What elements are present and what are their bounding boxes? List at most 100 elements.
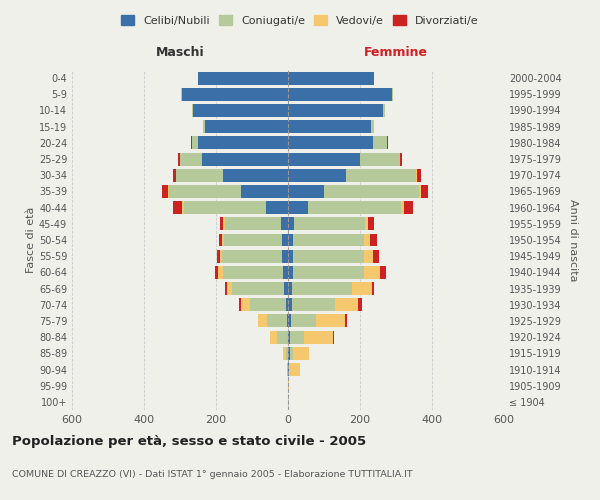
Bar: [191, 136, 198, 149]
Bar: [288, 169, 346, 181]
Bar: [288, 104, 383, 117]
Text: Popolazione per età, sesso e stato civile - 2005: Popolazione per età, sesso e stato civil…: [12, 435, 366, 448]
Text: Femmine: Femmine: [364, 46, 428, 59]
Bar: [259, 314, 268, 328]
Text: Maschi: Maschi: [155, 46, 205, 59]
Bar: [288, 234, 293, 246]
Bar: [173, 169, 176, 181]
Bar: [219, 234, 222, 246]
Bar: [352, 282, 371, 295]
Bar: [277, 330, 288, 344]
Bar: [225, 282, 227, 295]
Bar: [173, 201, 182, 214]
Bar: [192, 104, 193, 117]
Bar: [288, 298, 292, 311]
Bar: [222, 234, 224, 246]
Bar: [288, 185, 324, 198]
Bar: [400, 152, 402, 166]
Bar: [239, 298, 241, 311]
Bar: [373, 136, 387, 149]
Bar: [220, 218, 223, 230]
Bar: [293, 347, 309, 360]
Y-axis label: Anni di nascita: Anni di nascita: [568, 198, 578, 281]
Bar: [401, 201, 404, 214]
Bar: [193, 104, 288, 117]
Bar: [416, 169, 421, 181]
Bar: [215, 266, 218, 279]
Bar: [293, 266, 364, 279]
Bar: [224, 234, 281, 246]
Bar: [203, 120, 205, 133]
Bar: [288, 218, 295, 230]
Bar: [162, 185, 169, 198]
Bar: [220, 250, 222, 262]
Bar: [419, 185, 421, 198]
Bar: [293, 250, 364, 262]
Bar: [380, 266, 386, 279]
Bar: [287, 314, 288, 328]
Bar: [288, 136, 373, 149]
Bar: [371, 282, 374, 295]
Bar: [370, 234, 377, 246]
Bar: [333, 330, 334, 344]
Bar: [198, 136, 288, 149]
Bar: [292, 282, 352, 295]
Bar: [360, 152, 400, 166]
Bar: [404, 201, 413, 214]
Bar: [182, 201, 184, 214]
Bar: [387, 136, 388, 149]
Bar: [241, 298, 250, 311]
Bar: [345, 314, 347, 328]
Bar: [266, 201, 288, 214]
Bar: [288, 314, 291, 328]
Bar: [364, 234, 370, 246]
Bar: [182, 88, 288, 101]
Bar: [290, 347, 293, 360]
Bar: [368, 218, 374, 230]
Bar: [289, 363, 300, 376]
Bar: [365, 218, 368, 230]
Bar: [295, 218, 365, 230]
Bar: [218, 266, 223, 279]
Bar: [268, 314, 287, 328]
Bar: [169, 185, 241, 198]
Bar: [324, 185, 419, 198]
Bar: [293, 234, 364, 246]
Bar: [223, 169, 288, 181]
Bar: [270, 330, 277, 344]
Bar: [288, 266, 293, 279]
Bar: [383, 104, 385, 117]
Bar: [281, 234, 288, 246]
Bar: [202, 152, 288, 166]
Bar: [225, 218, 281, 230]
Bar: [180, 152, 202, 166]
Bar: [217, 250, 220, 262]
Bar: [223, 266, 283, 279]
Bar: [241, 185, 288, 198]
Bar: [288, 152, 360, 166]
Bar: [291, 314, 316, 328]
Bar: [290, 330, 304, 344]
Bar: [286, 298, 288, 311]
Bar: [227, 282, 232, 295]
Bar: [371, 120, 374, 133]
Legend: Celibi/Nubili, Coniugati/e, Vedovi/e, Divorziati/e: Celibi/Nubili, Coniugati/e, Vedovi/e, Di…: [117, 10, 483, 30]
Text: COMUNE DI CREAZZO (VI) - Dati ISTAT 1° gennaio 2005 - Elaborazione TUTTITALIA.IT: COMUNE DI CREAZZO (VI) - Dati ISTAT 1° g…: [12, 470, 413, 479]
Bar: [304, 330, 333, 344]
Bar: [184, 201, 266, 214]
Bar: [288, 347, 290, 360]
Bar: [288, 363, 289, 376]
Bar: [258, 314, 259, 328]
Bar: [288, 88, 392, 101]
Bar: [288, 250, 293, 262]
Bar: [223, 218, 225, 230]
Bar: [346, 169, 416, 181]
Bar: [288, 330, 290, 344]
Bar: [364, 250, 373, 262]
Bar: [421, 185, 428, 198]
Bar: [373, 250, 379, 262]
Bar: [178, 152, 180, 166]
Bar: [283, 347, 286, 360]
Bar: [316, 314, 345, 328]
Bar: [222, 250, 281, 262]
